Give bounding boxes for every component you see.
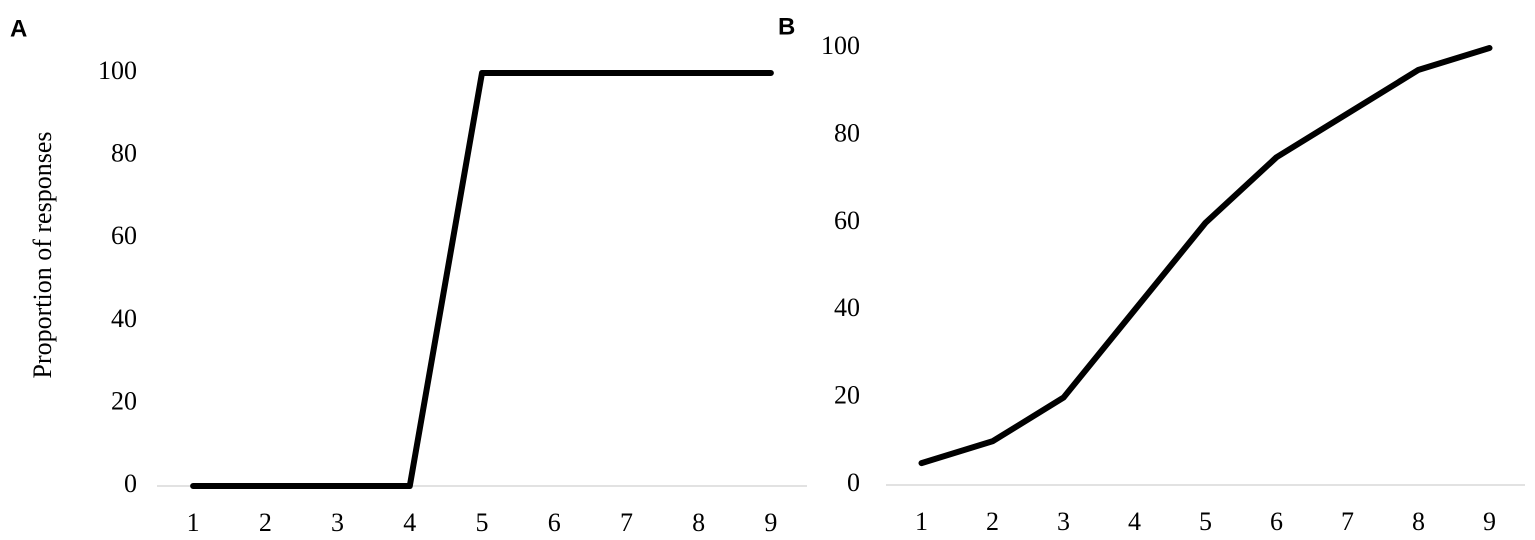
y-tick-label: 60	[834, 206, 860, 235]
x-tick-label: 5	[476, 508, 489, 537]
y-axis-label: Proportion of responses	[28, 132, 57, 379]
y-tick-label: 80	[834, 118, 860, 147]
y-tick-label: 80	[111, 139, 137, 168]
y-tick-label: 100	[821, 31, 860, 60]
x-tick-label: 9	[764, 508, 777, 537]
panel-label: B	[778, 13, 795, 40]
x-tick-label: 5	[1199, 507, 1212, 536]
y-tick-label: 0	[124, 469, 137, 498]
x-tick-label: 2	[986, 507, 999, 536]
x-tick-label: 7	[1341, 507, 1354, 536]
x-tick-label: 4	[1128, 507, 1141, 536]
x-tick-label: 1	[187, 508, 200, 537]
x-tick-label: 1	[915, 507, 928, 536]
x-tick-label: 8	[692, 508, 705, 537]
x-tick-label: 4	[403, 508, 416, 537]
y-tick-label: 40	[111, 304, 137, 333]
panel-label: A	[10, 15, 27, 42]
y-tick-label: 20	[834, 381, 860, 410]
data-line	[190, 70, 774, 489]
x-tick-label: 8	[1412, 507, 1425, 536]
x-tick-label: 6	[1270, 507, 1283, 536]
y-tick-label: 0	[847, 468, 860, 497]
x-tick-label: 9	[1483, 507, 1496, 536]
data-line	[918, 45, 1493, 467]
x-tick-label: 7	[620, 508, 633, 537]
x-tick-label: 6	[548, 508, 561, 537]
x-tick-label: 2	[259, 508, 272, 537]
x-tick-label: 3	[1057, 507, 1070, 536]
y-tick-label: 20	[111, 386, 137, 415]
x-tick-label: 3	[331, 508, 344, 537]
y-tick-label: 100	[98, 56, 137, 85]
y-tick-label: 40	[834, 293, 860, 322]
y-tick-label: 60	[111, 221, 137, 250]
